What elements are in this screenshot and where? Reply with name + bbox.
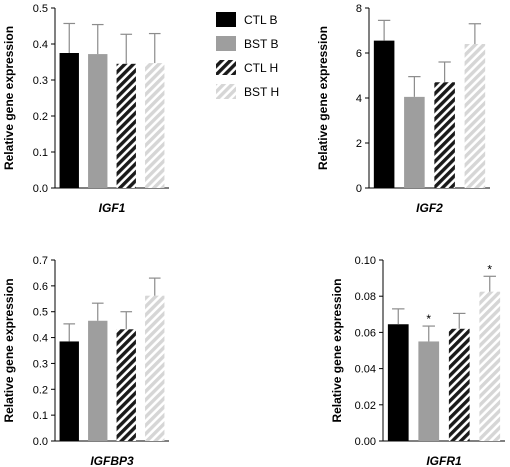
error-bar (91, 302, 104, 321)
y-tick-label: 0.7 (33, 255, 48, 267)
bar-ctl-b (387, 324, 409, 441)
y-tick-label: 6 (356, 48, 362, 60)
y-tick-label: 2 (356, 138, 362, 150)
y-tick-label: 0.3 (33, 358, 48, 370)
bar-bst-h (145, 295, 165, 441)
legend-item: BST B (216, 36, 278, 51)
bar-bst-b (404, 96, 425, 188)
bar-ctl-b (373, 40, 395, 188)
y-axis-label: Relative gene expression (316, 26, 330, 170)
y-tick-label: 0.1 (33, 147, 48, 159)
error-bar (63, 323, 76, 342)
y-tick-label: 0.4 (33, 39, 48, 51)
legend-swatch (216, 36, 236, 51)
error-bar (120, 33, 133, 64)
error-bar (438, 61, 451, 83)
error-bar (148, 32, 161, 64)
bar-ctl-h (448, 328, 470, 441)
bar-bst-b (418, 341, 440, 441)
legend-item: CTL H (216, 60, 278, 75)
bar-ctl-h (434, 82, 455, 188)
x-axis-label: IGFBP3 (90, 454, 134, 467)
bar-bst-h (464, 44, 486, 188)
error-bar (453, 312, 466, 329)
error-bar (120, 311, 133, 330)
bar-ctl-h (116, 329, 136, 441)
y-tick-label: 0.5 (33, 3, 48, 15)
legend-label: CTL B (244, 13, 278, 27)
bar-bst-h (479, 291, 501, 441)
y-tick-label: 0.04 (355, 364, 376, 376)
error-bar (392, 308, 405, 325)
error-bar (377, 19, 391, 41)
y-tick-label: 0.1 (33, 410, 48, 422)
y-tick-label: 0.2 (33, 111, 48, 123)
y-tick-label: 0.02 (355, 400, 376, 412)
legend-item: CTL B (216, 12, 278, 27)
y-tick-label: 0.5 (33, 307, 48, 319)
chart-panel-4: 0.00 0.02 0.04 0.06 0.08 0.10 Relative gene ex… (330, 255, 505, 467)
y-tick-label: 0.06 (355, 327, 376, 339)
legend-swatch (216, 12, 236, 27)
error-bar (91, 23, 104, 55)
y-tick-label: 0.4 (33, 333, 48, 345)
legend-label: BST B (244, 37, 278, 51)
bar-bst-b (88, 320, 108, 441)
error-bar (422, 325, 435, 342)
significance-marker: * (487, 262, 492, 276)
chart-panel-3: 0.0 0.1 0.2 0.3 0.4 0.5 0.6 0.7 Relative gene ex… (2, 255, 169, 467)
y-tick-label: 0.3 (33, 75, 48, 87)
bar-ctl-b (59, 53, 79, 188)
legend-swatch (216, 84, 236, 99)
bar-bst-b (88, 54, 108, 188)
y-axis-label: Relative gene expression (2, 26, 16, 170)
y-tick-label: 8 (356, 3, 362, 15)
y-tick-label: 4 (356, 93, 362, 105)
legend-label: BST H (244, 85, 279, 99)
legend-label: CTL H (244, 61, 278, 75)
error-bar (148, 277, 161, 296)
error-bar (483, 275, 496, 292)
x-axis-label: IGFR1 (426, 454, 462, 467)
y-tick-label: 0.2 (33, 384, 48, 396)
legend-item: BST H (216, 84, 279, 99)
error-bar (408, 76, 421, 97)
y-tick-label: 0.00 (355, 436, 376, 448)
legend: CTL B BST B CTL H BST H (216, 12, 279, 99)
y-tick-label: 0.10 (355, 255, 376, 267)
y-tick-label: 0.08 (355, 291, 376, 303)
legend-swatch (216, 60, 236, 75)
bar-ctl-b (59, 341, 79, 441)
y-tick-label: 0.0 (33, 183, 48, 195)
y-axis-label: Relative gene expression (330, 278, 344, 422)
y-axis-label: Relative gene expression (2, 278, 16, 422)
x-axis-label: IGF2 (416, 201, 443, 215)
bar-bst-h (145, 63, 165, 188)
error-bar (63, 22, 76, 53)
y-tick-label: 0.0 (33, 436, 48, 448)
chart-panel-1: 0.0 0.1 0.2 0.3 0.4 0.5 Relative gene expressi… (2, 3, 169, 215)
x-axis-label: IGF1 (99, 201, 126, 215)
significance-marker: * (426, 312, 431, 326)
y-tick-label: 0.6 (33, 281, 48, 293)
error-bar (468, 23, 482, 44)
y-tick-label: 0 (356, 183, 362, 195)
chart-panel-2: 0 2 4 6 8 Relative gene expression IGF2 (316, 3, 490, 215)
bar-ctl-h (116, 63, 136, 188)
